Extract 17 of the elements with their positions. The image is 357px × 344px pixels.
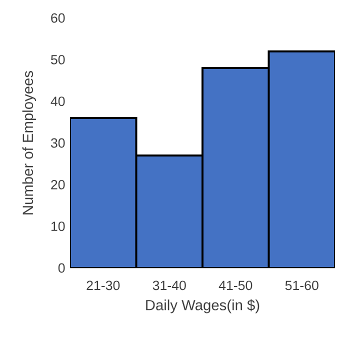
x-tick-label: 41-50 (218, 280, 252, 290)
x-tick-label: 51-60 (285, 280, 318, 290)
bar (135, 154, 204, 268)
y-tick-label: 60 (51, 13, 65, 23)
bar (268, 50, 335, 268)
x-axis-title: Daily Wages(in $) (146, 299, 260, 314)
bar (202, 67, 270, 268)
y-tick-label: 0 (58, 263, 65, 273)
y-tick-label: 50 (51, 54, 65, 64)
bar (70, 117, 138, 268)
y-tick-label: 30 (50, 138, 65, 148)
y-tick-label: 20 (51, 180, 65, 190)
y-axis-title: Number of Employees (22, 71, 36, 214)
y-tick-label: 40 (50, 96, 65, 106)
y-tick-label: 10 (51, 222, 65, 232)
x-tick-label: 31-40 (152, 280, 186, 290)
x-tick-label: 21-30 (86, 280, 120, 290)
